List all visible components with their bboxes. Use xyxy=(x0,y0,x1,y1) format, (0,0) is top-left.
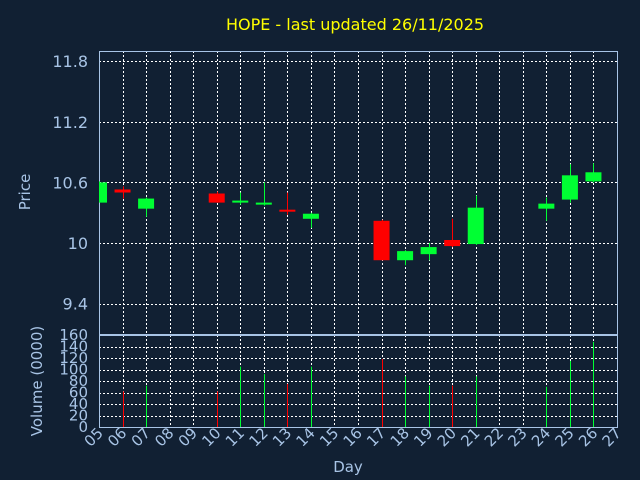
day-tick-label: 24 xyxy=(528,424,554,450)
day-tick-label: 17 xyxy=(363,424,389,450)
volume-tick-label: 80 xyxy=(69,372,88,390)
day-tick-label: 06 xyxy=(104,424,130,450)
price-grid xyxy=(99,51,617,334)
volume-series xyxy=(123,341,594,427)
price-axis-label: Price xyxy=(16,174,34,211)
volume-tick-label: 40 xyxy=(69,395,88,413)
day-tick-label: 19 xyxy=(410,424,436,450)
price-tick-label: 11.8 xyxy=(52,52,88,71)
price-tick-label: 11.2 xyxy=(52,113,88,132)
day-tick-labels: 0506070809101112131415161718192021222324… xyxy=(81,424,625,450)
candle-body xyxy=(255,202,272,205)
price-tick-labels: 11.8 11.2 10.6 10 9.4 xyxy=(52,52,88,314)
day-tick-label: 21 xyxy=(457,424,483,450)
day-tick-label: 27 xyxy=(599,424,625,450)
candle-body xyxy=(232,200,249,203)
day-tick-label: 26 xyxy=(575,424,601,450)
candle-body xyxy=(420,247,437,255)
day-tick-label: 22 xyxy=(481,424,507,450)
candle-body xyxy=(138,198,155,209)
day-tick-label: 23 xyxy=(504,424,530,450)
day-tick-label: 20 xyxy=(434,424,460,450)
candle-body xyxy=(467,207,484,245)
day-tick-label: 07 xyxy=(128,424,154,450)
volume-tick-label: 100 xyxy=(59,361,88,379)
candle-body xyxy=(279,209,296,212)
volume-tick-label: 120 xyxy=(59,349,88,367)
volume-tick-label: 60 xyxy=(69,384,88,402)
volume-tick-label: 140 xyxy=(59,338,88,356)
chart-title: HOPE - last updated 26/11/2025 xyxy=(226,15,484,34)
candle-body xyxy=(585,172,602,182)
volume-tick-label: 0 xyxy=(78,418,88,436)
price-tick-label: 10.6 xyxy=(52,173,88,192)
day-tick-label: 09 xyxy=(175,424,201,450)
day-tick-label: 08 xyxy=(151,424,177,450)
price-tick-label: 10 xyxy=(68,234,88,253)
day-tick-label: 11 xyxy=(222,424,248,450)
day-tick-label: 15 xyxy=(316,424,342,450)
price-tick-label: 9.4 xyxy=(63,295,88,314)
day-tick-label: 12 xyxy=(245,424,271,450)
candle-body xyxy=(538,203,555,209)
day-tick-label: 16 xyxy=(340,424,366,450)
candle-body xyxy=(397,251,414,261)
volume-tick-label: 20 xyxy=(69,407,88,425)
day-tick-label: 13 xyxy=(269,424,295,450)
day-tick-label: 18 xyxy=(387,424,413,450)
candle-body xyxy=(114,189,131,193)
candle-body xyxy=(100,182,107,203)
day-tick-label: 25 xyxy=(552,424,578,450)
x-axis-label: Day xyxy=(333,458,363,476)
candlestick-series xyxy=(99,163,602,266)
volume-panel-border xyxy=(99,335,618,428)
candle-body xyxy=(373,220,390,261)
candle-body xyxy=(444,240,461,247)
day-tick-label: 10 xyxy=(198,424,224,450)
candle-body xyxy=(302,213,319,219)
day-tick-label: 14 xyxy=(293,424,319,450)
candle-body xyxy=(208,193,225,203)
volume-grid xyxy=(99,335,617,428)
candle-body xyxy=(561,175,578,200)
volume-panel-frame xyxy=(99,335,618,428)
volume-axis-label: Volume (0000) xyxy=(28,326,46,436)
volume-tick-label: 160 xyxy=(59,326,88,344)
